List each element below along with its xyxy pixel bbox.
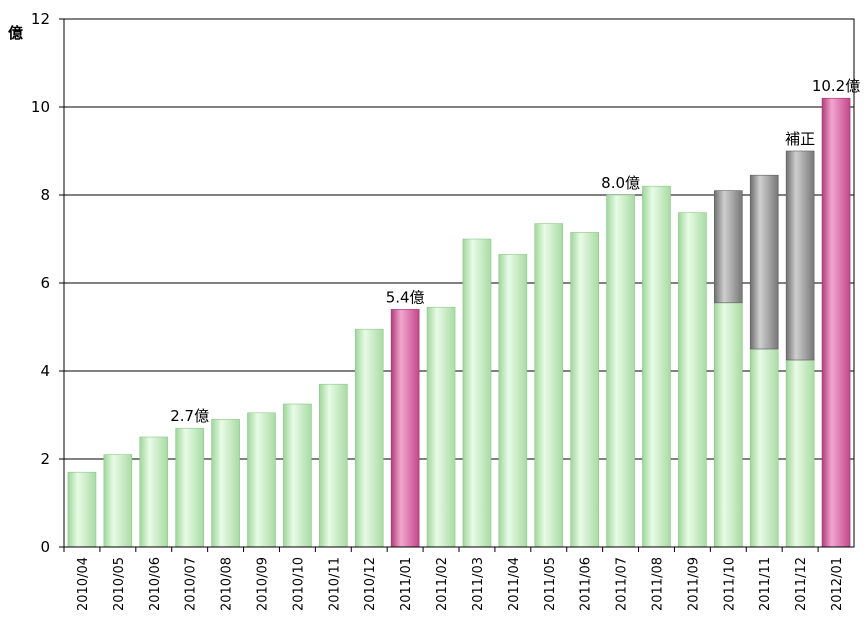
- bar-2011/03: [462, 238, 492, 548]
- bar-2010/10: [283, 403, 312, 548]
- x-tick-label: 2010/04: [76, 557, 91, 611]
- x-tick-label: 2011/05: [543, 557, 558, 611]
- bar-2011/02: [426, 306, 456, 548]
- x-tick-label: 2010/06: [148, 557, 163, 611]
- x-tick-label: 2010/07: [184, 557, 199, 611]
- bar-2010/07: [175, 427, 204, 548]
- x-tick-label: 2010/09: [256, 557, 271, 611]
- bar-2010/06: [139, 436, 169, 548]
- bar-2012/01: [821, 97, 851, 548]
- bar-2010/09: [247, 412, 276, 548]
- bar-2011/09: [678, 212, 707, 548]
- bar-2011/07: [606, 194, 635, 548]
- bar-2010/05: [103, 454, 133, 548]
- bar-2011/11: [749, 348, 779, 548]
- plot-area-border: [63, 18, 855, 548]
- x-tick-label: 2011/04: [507, 557, 522, 611]
- annotation-label: 5.4億: [386, 288, 425, 306]
- x-tick-label: 2011/09: [686, 557, 701, 611]
- x-tick-label: 2010/05: [112, 557, 127, 611]
- bar-2010/12: [354, 328, 384, 548]
- x-tick-label: 2011/12: [794, 557, 809, 611]
- annotation-label: 補正: [785, 130, 815, 148]
- y-tick-label: 6: [40, 274, 50, 292]
- bar-2011/06: [570, 232, 599, 548]
- bar-2011/05: [534, 223, 564, 548]
- y-tick-label: 12: [31, 10, 50, 28]
- annotations: 2.7億 5.4億 8.0億 補正 10.2億: [170, 77, 860, 425]
- x-tick-label: 2011/08: [651, 557, 666, 611]
- bar-2010/11: [319, 383, 348, 548]
- x-tick-label: 2011/07: [615, 557, 630, 611]
- y-tick-label: 0: [40, 538, 50, 556]
- x-tick-label: 2010/08: [220, 557, 235, 611]
- bar-2011/04: [498, 254, 528, 548]
- y-tick-label: 8: [40, 186, 50, 204]
- supplement-bar-2011/12: [785, 150, 815, 361]
- bar-2011/08: [642, 185, 671, 548]
- y-axis-ticks: 0 2 4 6 8 10 12: [31, 10, 64, 556]
- bar-2011/01: [390, 309, 420, 548]
- y-tick-label: 2: [40, 450, 50, 468]
- x-tick-label: 2012/01: [830, 557, 845, 611]
- x-tick-label: 2011/02: [435, 557, 450, 611]
- x-tick-label: 2011/10: [722, 557, 737, 611]
- supplement-bar-2011/10: [714, 190, 743, 304]
- y-tick-label: 10: [31, 98, 50, 116]
- y-axis-unit: 億: [8, 24, 23, 42]
- x-tick-label: 2011/11: [758, 557, 773, 611]
- bar-2011/10: [714, 302, 743, 548]
- x-tick-label: 2011/03: [471, 557, 486, 611]
- x-tick-label: 2010/10: [291, 557, 306, 611]
- x-tick-label: 2010/11: [327, 557, 342, 611]
- x-tick-label: 2010/12: [363, 557, 378, 611]
- bars: [67, 97, 851, 548]
- bar-2010/04: [67, 471, 97, 548]
- bar-2010/08: [211, 419, 240, 548]
- x-tick-label: 2011/01: [399, 557, 414, 611]
- y-tick-label: 4: [40, 362, 50, 380]
- supplement-bar-2011/11: [749, 174, 779, 350]
- annotation-label: 2.7億: [170, 407, 209, 425]
- bar-2011/12: [785, 359, 815, 548]
- x-axis-ticks: 2010/04 2010/05 2010/06 2010/07 2010/08 2010/…: [63, 547, 845, 611]
- annotation-label: 10.2億: [812, 77, 860, 95]
- annotation-label: 8.0億: [601, 174, 640, 192]
- x-tick-label: 2011/06: [579, 557, 594, 611]
